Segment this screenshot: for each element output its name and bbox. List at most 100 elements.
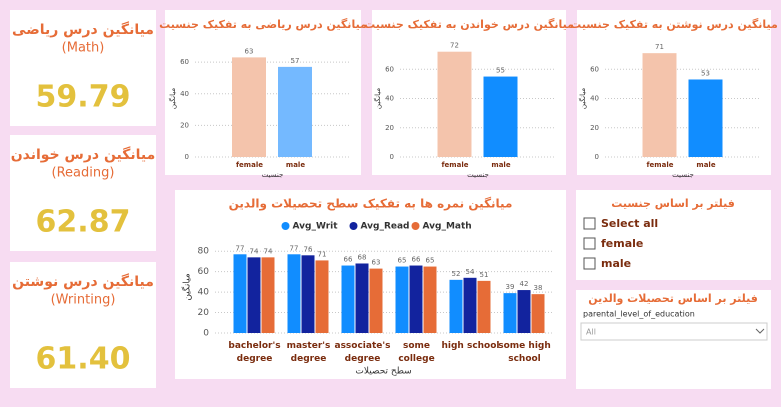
y-tick-label: 40 xyxy=(590,95,599,103)
data-label: 74 xyxy=(264,247,273,255)
y-tick-label: 60 xyxy=(590,65,599,73)
x-tick-label: bachelor's degree xyxy=(228,341,280,364)
data-label: 38 xyxy=(534,284,543,292)
kpi-value: 59.79 xyxy=(36,80,131,115)
data-label: 63 xyxy=(245,47,254,55)
y-tick-label: 0 xyxy=(185,153,189,161)
x-tick-label: female xyxy=(647,161,674,169)
filter-field: parental_level_of_education xyxy=(583,310,695,319)
bar xyxy=(341,265,355,333)
bar xyxy=(247,257,261,333)
y-axis-label: میانگین xyxy=(168,88,177,110)
data-label: 77 xyxy=(236,244,245,252)
y-tick-label: 60 xyxy=(385,65,394,73)
bar xyxy=(261,257,275,333)
checkbox[interactable] xyxy=(583,237,596,250)
data-label: 71 xyxy=(655,43,664,51)
data-label: 72 xyxy=(450,42,459,50)
y-tick-label: 20 xyxy=(180,121,189,129)
bar xyxy=(315,260,329,333)
y-tick-label: 20 xyxy=(198,308,210,318)
data-label: 76 xyxy=(304,245,313,253)
kpi-value: 61.40 xyxy=(36,342,131,377)
kpi-card xyxy=(10,10,156,126)
x-axis-label: جنسیت xyxy=(262,171,284,179)
bar xyxy=(409,265,423,333)
y-tick-label: 20 xyxy=(385,124,394,132)
bar xyxy=(301,255,315,333)
bar xyxy=(503,293,517,333)
option[interactable]: female xyxy=(601,237,643,250)
legend-label: Avg_Read xyxy=(361,222,410,232)
x-tick-label: associate's degree xyxy=(335,341,391,364)
bar xyxy=(437,51,472,158)
data-label: 71 xyxy=(318,250,327,258)
data-label: 54 xyxy=(466,268,475,276)
bar xyxy=(449,279,463,333)
legend-label: Avg_Writ xyxy=(293,222,339,232)
legend-swatch xyxy=(349,222,358,230)
dropdown[interactable] xyxy=(580,322,768,341)
x-tick-label: some high school xyxy=(498,341,551,364)
checkbox[interactable] xyxy=(583,257,596,270)
legend-label: Avg_Math xyxy=(423,222,472,232)
kpi-value: 62.87 xyxy=(36,205,131,240)
kpi-subtitle: (Wrinting) xyxy=(51,293,116,308)
x-tick-label: male xyxy=(286,161,305,169)
data-label: 51 xyxy=(480,271,489,279)
y-tick-label: 0 xyxy=(203,329,209,339)
y-tick-label: 20 xyxy=(590,124,599,132)
x-axis-label: جنسیت xyxy=(467,171,489,179)
x-tick-label: female xyxy=(442,161,469,169)
kpi-title: میانگین درس ریاضی xyxy=(12,21,154,38)
data-label: 57 xyxy=(291,57,300,65)
dropdown-value[interactable]: All xyxy=(586,328,596,337)
data-label: 65 xyxy=(398,257,407,265)
y-tick-label: 40 xyxy=(385,95,394,103)
checkbox[interactable] xyxy=(583,217,596,230)
y-axis-label: میانگین xyxy=(578,88,587,110)
x-tick-label: high school xyxy=(441,341,499,351)
legend-swatch xyxy=(411,222,420,230)
filter-title: فیلتر بر اساس جنسیت xyxy=(611,197,735,210)
bar xyxy=(369,268,383,333)
kpi-title: میانگین درس نوشتن xyxy=(12,273,154,290)
y-axis-label: میانگین xyxy=(373,88,382,110)
kpi-card xyxy=(10,262,156,388)
option[interactable]: male xyxy=(601,257,631,270)
y-tick-label: 40 xyxy=(180,90,189,98)
chart-title: میانگین درس ریاضی به تفکیک جنسیت xyxy=(159,18,367,31)
x-tick-label: female xyxy=(236,161,263,169)
filter-title: فیلتر بر اساس تحصیلات والدین xyxy=(588,292,758,305)
data-label: 55 xyxy=(496,67,505,75)
y-tick-label: 0 xyxy=(390,153,394,161)
bar xyxy=(483,76,518,157)
kpi-card xyxy=(10,135,156,251)
dropdown-arrow xyxy=(755,328,765,334)
bar xyxy=(395,266,409,333)
x-tick-label: master's degree xyxy=(287,341,331,364)
data-label: 74 xyxy=(250,247,259,255)
bar xyxy=(355,263,369,333)
bar xyxy=(278,66,312,157)
y-tick-label: 60 xyxy=(180,58,189,66)
filter-card xyxy=(576,190,771,280)
data-label: 42 xyxy=(520,280,529,288)
chart-title: میانگین نمره ها به تفکیک سطح تحصیلات وال… xyxy=(229,197,513,212)
y-tick-label: 0 xyxy=(595,153,599,161)
x-axis-label: سطح تحصیلات xyxy=(355,367,411,377)
option[interactable]: Select all xyxy=(601,217,658,230)
bar xyxy=(517,290,531,333)
bar xyxy=(463,277,477,333)
kpi-subtitle: (Reading) xyxy=(52,166,115,181)
data-label: 39 xyxy=(506,283,515,291)
bar xyxy=(232,57,266,157)
x-tick-label: male xyxy=(696,161,715,169)
y-tick-label: 60 xyxy=(198,267,210,277)
data-label: 77 xyxy=(290,244,299,252)
bar xyxy=(642,53,677,157)
data-label: 65 xyxy=(426,257,435,265)
y-tick-label: 40 xyxy=(198,288,210,298)
data-label: 52 xyxy=(452,270,461,278)
